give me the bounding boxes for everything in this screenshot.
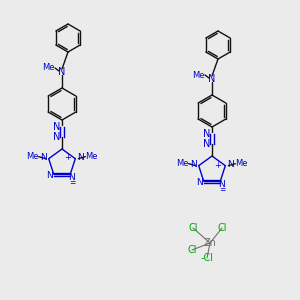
Text: Zn: Zn xyxy=(204,238,216,248)
Text: Cl: Cl xyxy=(188,223,198,233)
Text: N: N xyxy=(58,67,66,77)
Text: -Cl: -Cl xyxy=(200,253,214,263)
Text: N: N xyxy=(190,160,197,169)
Text: +: + xyxy=(214,160,221,169)
Text: Me: Me xyxy=(192,70,204,80)
Text: Me: Me xyxy=(42,64,54,73)
Text: N: N xyxy=(77,153,84,162)
Text: =: = xyxy=(69,178,75,187)
Text: Me: Me xyxy=(26,152,39,161)
Text: N: N xyxy=(40,153,47,162)
Text: Me: Me xyxy=(235,159,248,168)
Text: N: N xyxy=(196,178,203,187)
Text: N: N xyxy=(46,171,53,180)
Text: N: N xyxy=(218,180,225,189)
Text: Me: Me xyxy=(85,152,98,161)
Text: N: N xyxy=(53,132,61,142)
Text: =: = xyxy=(219,185,225,194)
Text: N: N xyxy=(68,173,75,182)
Text: N: N xyxy=(203,129,211,139)
Text: Me: Me xyxy=(176,159,189,168)
Text: N: N xyxy=(227,160,234,169)
Text: N: N xyxy=(208,74,216,84)
Text: N: N xyxy=(203,139,211,149)
Text: Cl: Cl xyxy=(217,223,227,233)
Text: +: + xyxy=(64,154,71,163)
Text: Cl: Cl xyxy=(187,245,197,255)
Text: N: N xyxy=(53,122,61,132)
